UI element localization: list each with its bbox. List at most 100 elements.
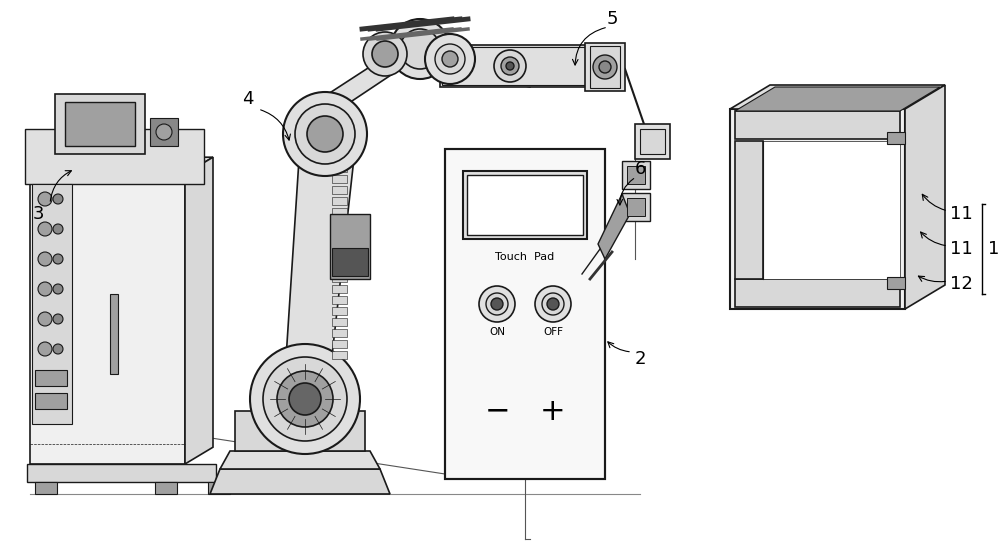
Bar — [763, 141, 900, 279]
Bar — [332, 208, 347, 216]
Bar — [35, 393, 67, 409]
Bar — [730, 109, 905, 309]
Circle shape — [363, 32, 407, 76]
Bar — [332, 241, 347, 249]
Circle shape — [38, 282, 52, 296]
Text: −: − — [484, 396, 510, 425]
Circle shape — [38, 312, 52, 326]
Bar — [622, 193, 650, 221]
Circle shape — [295, 104, 355, 164]
Circle shape — [38, 252, 52, 266]
Circle shape — [390, 19, 450, 79]
Bar — [208, 482, 230, 494]
Circle shape — [250, 344, 360, 454]
Bar — [332, 274, 347, 282]
Bar — [442, 47, 588, 85]
Bar — [235, 411, 365, 451]
Circle shape — [289, 383, 321, 415]
Bar — [627, 198, 645, 216]
Text: 5: 5 — [606, 10, 618, 28]
Polygon shape — [305, 44, 430, 109]
Text: Touch  Pad: Touch Pad — [495, 252, 555, 262]
Bar — [25, 129, 204, 184]
Bar — [332, 351, 347, 359]
Bar — [332, 263, 347, 271]
Text: 12: 12 — [950, 275, 973, 293]
Bar — [332, 285, 347, 293]
Polygon shape — [730, 85, 945, 109]
Text: OFF: OFF — [543, 327, 563, 337]
Bar — [30, 174, 185, 464]
Text: 11: 11 — [950, 205, 973, 223]
Circle shape — [156, 124, 172, 140]
Circle shape — [491, 298, 503, 310]
Bar — [627, 166, 645, 184]
Circle shape — [599, 61, 611, 73]
Circle shape — [263, 357, 347, 441]
Bar — [332, 252, 347, 260]
Bar — [332, 248, 368, 276]
Bar — [155, 482, 177, 494]
Bar — [110, 294, 118, 374]
Bar — [332, 329, 347, 337]
Circle shape — [283, 92, 367, 176]
Bar — [150, 118, 178, 146]
Bar — [332, 340, 347, 348]
Bar — [622, 161, 650, 189]
Bar — [65, 102, 135, 146]
Circle shape — [479, 286, 515, 322]
Circle shape — [501, 57, 519, 75]
Text: +: + — [540, 396, 566, 425]
Circle shape — [442, 51, 458, 67]
Bar — [332, 175, 347, 183]
Circle shape — [53, 344, 63, 354]
Circle shape — [435, 44, 465, 74]
Circle shape — [38, 192, 52, 206]
Bar — [32, 184, 72, 424]
Polygon shape — [220, 451, 380, 469]
Circle shape — [53, 284, 63, 294]
Polygon shape — [905, 85, 945, 309]
Circle shape — [38, 222, 52, 236]
Bar — [332, 197, 347, 205]
Circle shape — [593, 55, 617, 79]
Polygon shape — [285, 144, 355, 374]
Bar — [887, 132, 905, 144]
Bar — [440, 45, 590, 87]
Polygon shape — [210, 469, 390, 494]
Bar — [332, 164, 347, 172]
Circle shape — [547, 298, 559, 310]
Bar — [735, 111, 900, 139]
Circle shape — [494, 50, 526, 82]
Bar — [735, 141, 763, 279]
Circle shape — [53, 194, 63, 204]
Polygon shape — [185, 157, 213, 464]
Circle shape — [425, 34, 475, 84]
Bar — [735, 279, 900, 307]
Bar — [445, 149, 605, 479]
Text: 1: 1 — [988, 240, 999, 258]
Bar — [640, 129, 665, 154]
Bar — [332, 186, 347, 194]
Bar — [35, 482, 57, 494]
Bar — [332, 296, 347, 304]
Circle shape — [277, 371, 333, 427]
Bar — [332, 230, 347, 238]
Text: ON: ON — [489, 327, 505, 337]
Polygon shape — [598, 194, 630, 259]
Bar — [590, 46, 620, 88]
Bar — [332, 318, 347, 326]
Circle shape — [542, 293, 564, 315]
Bar — [467, 175, 583, 235]
Circle shape — [53, 314, 63, 324]
Text: 6: 6 — [634, 160, 646, 178]
Bar — [35, 370, 67, 386]
Circle shape — [486, 293, 508, 315]
Circle shape — [400, 29, 440, 69]
Bar — [887, 277, 905, 289]
Text: 11: 11 — [950, 240, 973, 258]
Bar — [55, 94, 145, 154]
Bar — [635, 124, 670, 159]
Bar — [332, 307, 347, 315]
Polygon shape — [400, 39, 540, 87]
